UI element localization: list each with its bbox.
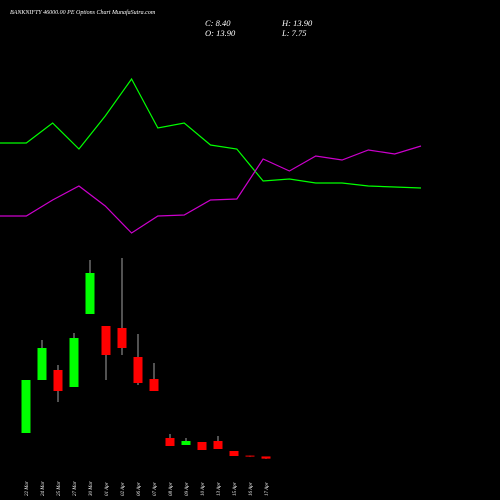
candle-body xyxy=(37,348,47,380)
indicator-line xyxy=(0,77,422,189)
chart-title: BANKNIFTY 46000.00 PE Options Chart Muna… xyxy=(10,9,156,16)
x-tick-label: 09 Apr xyxy=(185,482,190,496)
candle-body xyxy=(101,326,111,355)
x-tick-label: 27 Mar xyxy=(73,481,78,496)
candle-body xyxy=(197,442,207,450)
x-tick-label: 24 Mar xyxy=(41,481,46,496)
candle-body xyxy=(149,379,159,391)
candle-body xyxy=(133,357,143,383)
candle-body xyxy=(181,441,191,445)
x-tick-label: 01 Apr xyxy=(105,482,110,496)
x-tick-label: 08 Apr xyxy=(169,482,174,496)
candle-body xyxy=(85,273,95,314)
info-open: O: 13.90 xyxy=(205,28,236,38)
x-tick-label: 02 Apr xyxy=(121,482,126,496)
x-tick-label: 10 Apr xyxy=(201,482,206,496)
x-tick-label: 30 Mar xyxy=(89,481,94,496)
candle-body xyxy=(69,338,79,387)
indicator-line xyxy=(0,145,422,234)
x-tick-label: 25 Mar xyxy=(57,481,62,496)
candle-body xyxy=(117,328,127,348)
candle-body xyxy=(213,441,223,449)
x-tick-label: 07 Apr xyxy=(153,482,158,496)
candle-body xyxy=(165,438,175,446)
x-tick-label: 17 Apr xyxy=(265,482,270,496)
x-tick-label: 06 Apr xyxy=(137,482,142,496)
candle-body xyxy=(261,456,271,459)
x-tick-label: 16 Apr xyxy=(249,482,254,496)
x-tick-label: 15 Apr xyxy=(233,482,238,496)
candle-body xyxy=(245,455,255,457)
candle-body xyxy=(53,370,63,391)
info-high: H: 13.90 xyxy=(281,18,313,28)
info-low: L: 7.75 xyxy=(281,28,307,38)
x-tick-label: 22 Mar xyxy=(25,481,30,496)
info-close: C: 8.40 xyxy=(205,18,231,28)
candle-body xyxy=(21,380,31,433)
candle-body xyxy=(229,451,239,456)
x-tick-label: 13 Apr xyxy=(217,482,222,496)
